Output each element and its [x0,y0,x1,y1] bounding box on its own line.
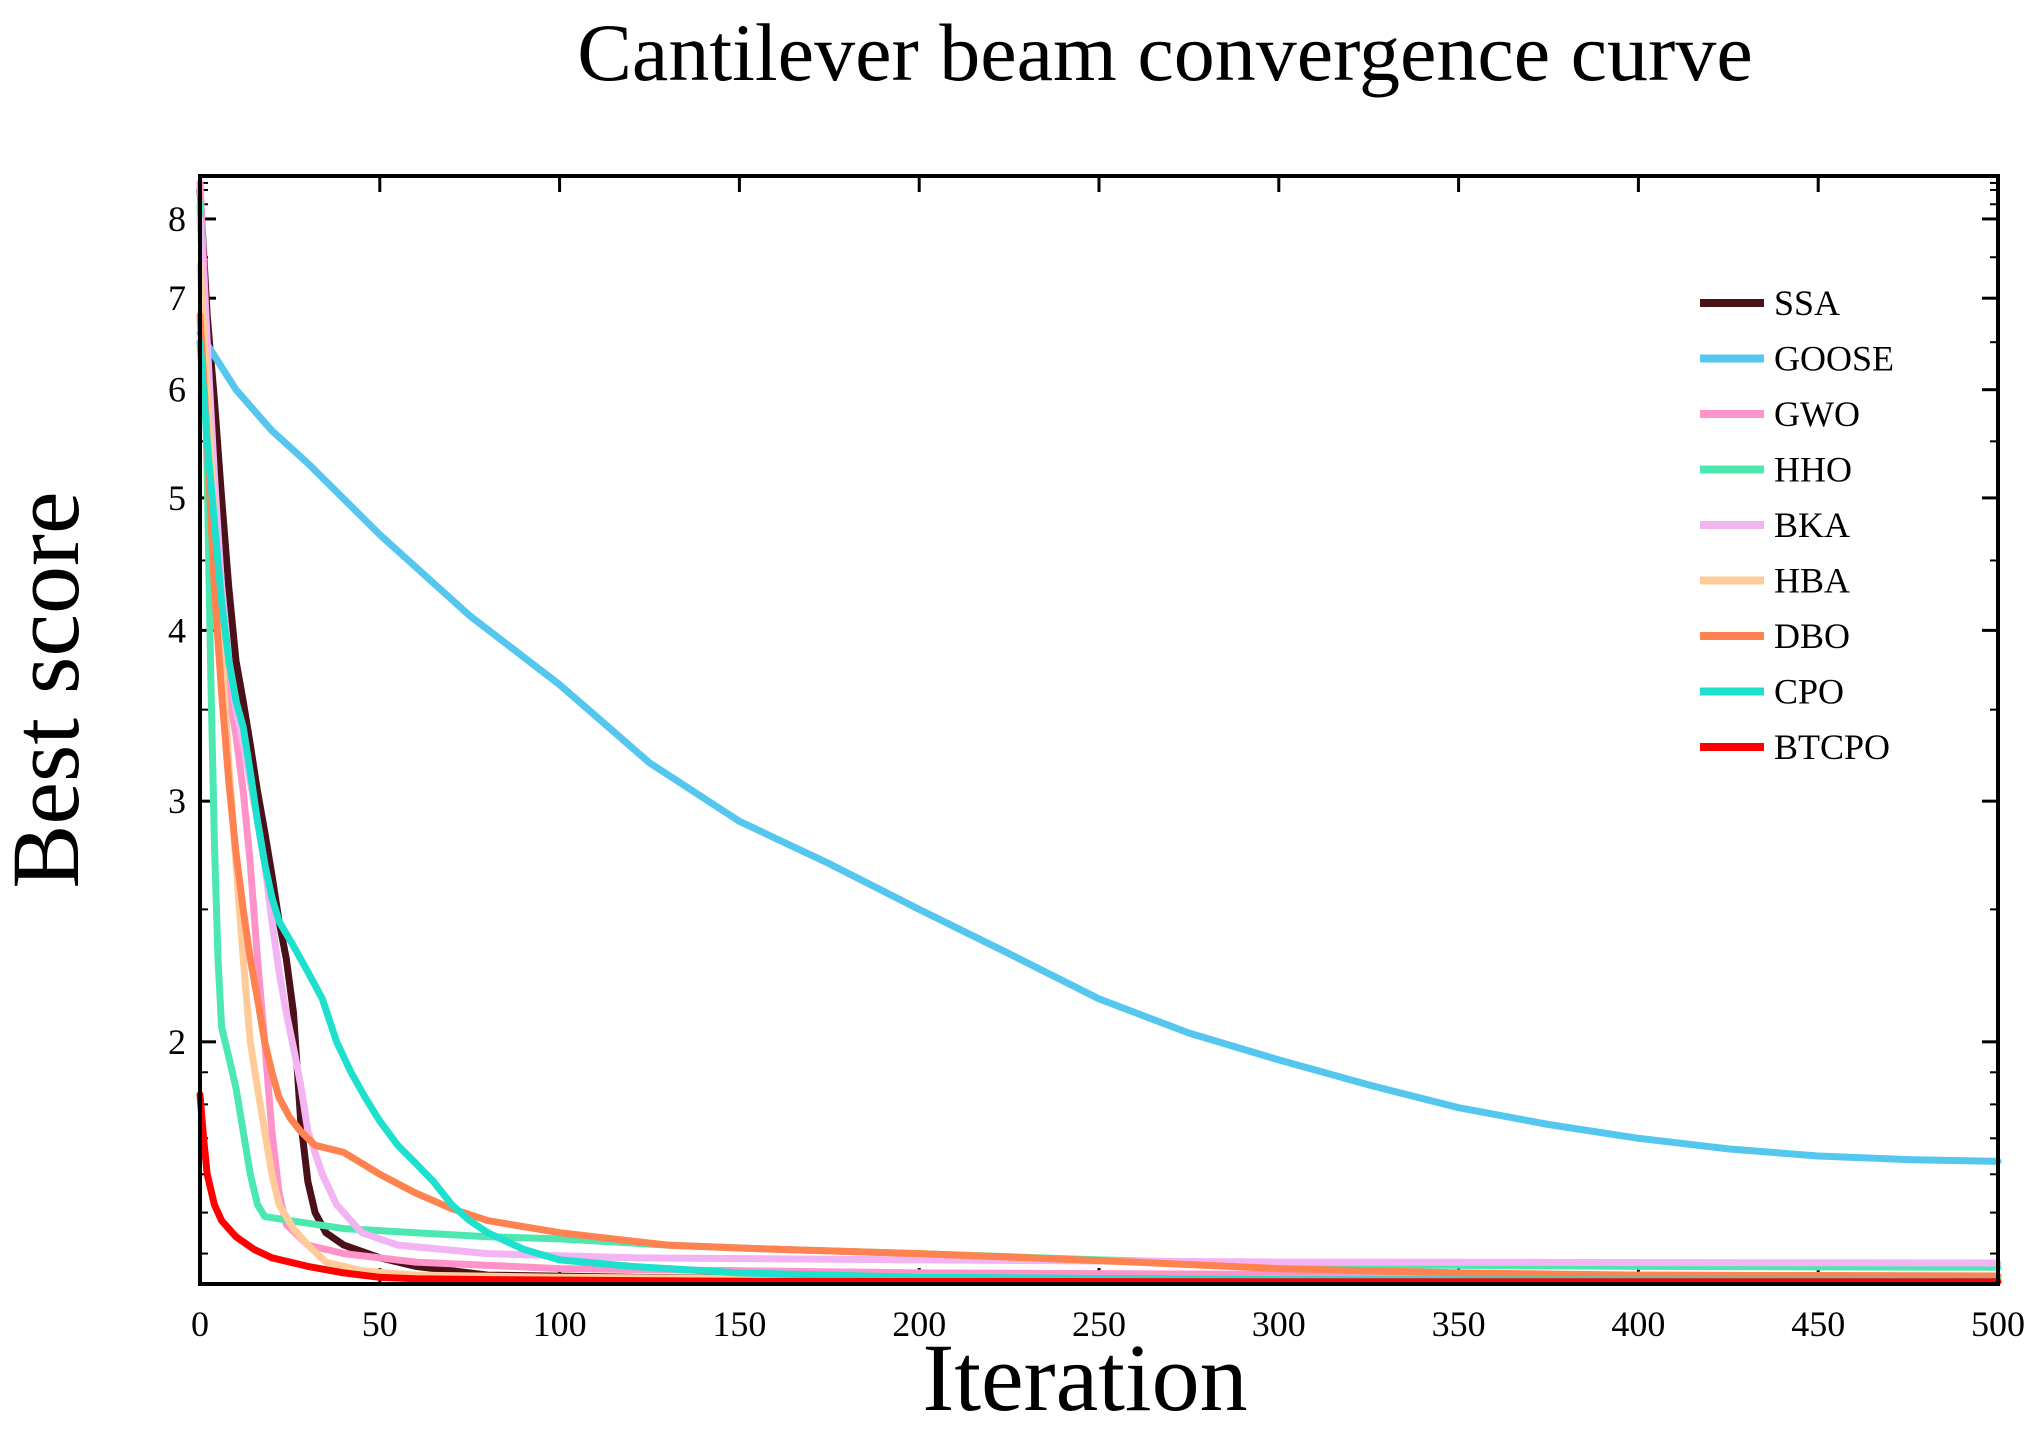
x-tick-label: 500 [1971,1304,2025,1344]
y-tick-label: 2 [168,1022,186,1062]
plot-frame [198,174,2000,1286]
series-line-goose [196,329,2002,1165]
y-tick-label: 4 [168,610,186,650]
series-line-btcpo [196,1091,2002,1286]
legend-label-hba: HBA [1774,561,1850,601]
y-tick-label: 7 [168,278,186,318]
plot-series [196,179,2002,1286]
y-tick-label: 3 [168,781,186,821]
series-line-bka [196,215,2002,1267]
legend-label-dbo: DBO [1774,616,1850,656]
x-tick-label: 300 [1252,1304,1306,1344]
series-line-ssa [196,186,2002,1285]
legend-label-btcpo: BTCPO [1774,727,1890,767]
y-tick-label: 8 [168,199,186,239]
legend-label-bka: BKA [1774,505,1850,545]
x-tick-label: 250 [1072,1304,1126,1344]
chart-title: Cantilever beam convergence curve [577,7,1753,98]
x-axis-label: Iteration [922,1324,1247,1431]
series-line-cpo [196,338,2002,1284]
series-line-hho [196,200,2002,1271]
legend-label-ssa: SSA [1774,283,1840,323]
x-tick-label: 100 [533,1304,587,1344]
x-tick-label: 400 [1611,1304,1665,1344]
series-line-gwo [196,179,2002,1280]
axis-ticks: 0 50 100 150 200 250 300 350 400 450 500 2 3 4 5 6 7 8 [168,176,2025,1344]
legend-label-gwo: GWO [1774,394,1860,434]
legend-label-hho: HHO [1774,450,1852,490]
x-tick-label: 0 [191,1304,209,1344]
legend: SSA GOOSE GWO HHO BKA HBA DBO CPO BTCPO [1700,283,1894,767]
legend-label-goose: GOOSE [1774,339,1894,379]
y-tick-label: 6 [168,370,186,410]
y-axis-label: Best score [0,491,99,888]
x-tick-label: 450 [1791,1304,1845,1344]
x-tick-label: 200 [892,1304,946,1344]
y-tick-label: 5 [168,478,186,518]
x-tick-label: 150 [712,1304,766,1344]
series-line-dbo [196,311,2002,1280]
x-tick-label: 350 [1432,1304,1486,1344]
legend-label-cpo: CPO [1774,672,1844,712]
x-tick-label: 50 [362,1304,398,1344]
